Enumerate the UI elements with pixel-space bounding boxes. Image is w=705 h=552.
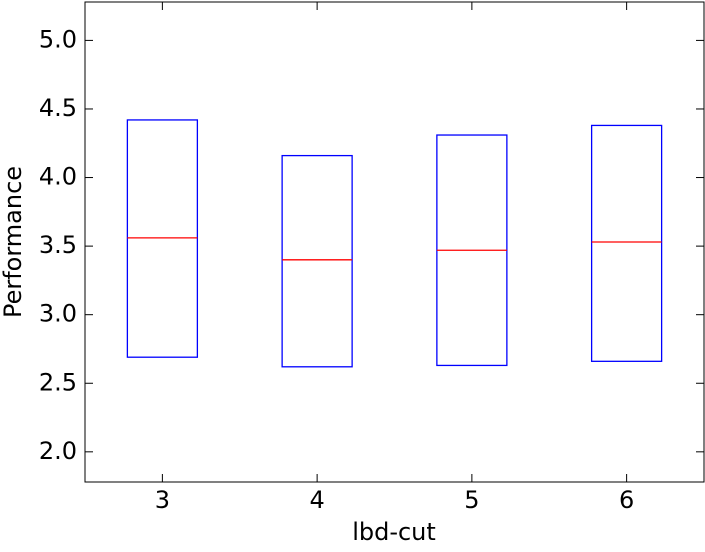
box (590, 124, 663, 362)
y-tick-label: 4.5 (39, 94, 77, 122)
x-tick-label: 5 (464, 486, 479, 514)
plot-frame (84, 1, 705, 483)
y-tick-label: 3.0 (39, 300, 77, 328)
y-tick-label: 3.5 (39, 231, 77, 259)
y-tick-label: 2.5 (39, 368, 77, 396)
x-tick-label: 3 (155, 486, 170, 514)
x-axis-label: lbd-cut (352, 518, 436, 546)
y-axis-label: Performance (0, 166, 27, 318)
box (126, 119, 199, 358)
x-tick-label: 4 (309, 486, 324, 514)
y-tick-label: 4.0 (39, 163, 77, 191)
y-tick-label: 5.0 (39, 25, 77, 53)
x-tick-label: 6 (619, 486, 634, 514)
box (281, 154, 353, 368)
y-tick-label: 2.0 (39, 437, 77, 465)
